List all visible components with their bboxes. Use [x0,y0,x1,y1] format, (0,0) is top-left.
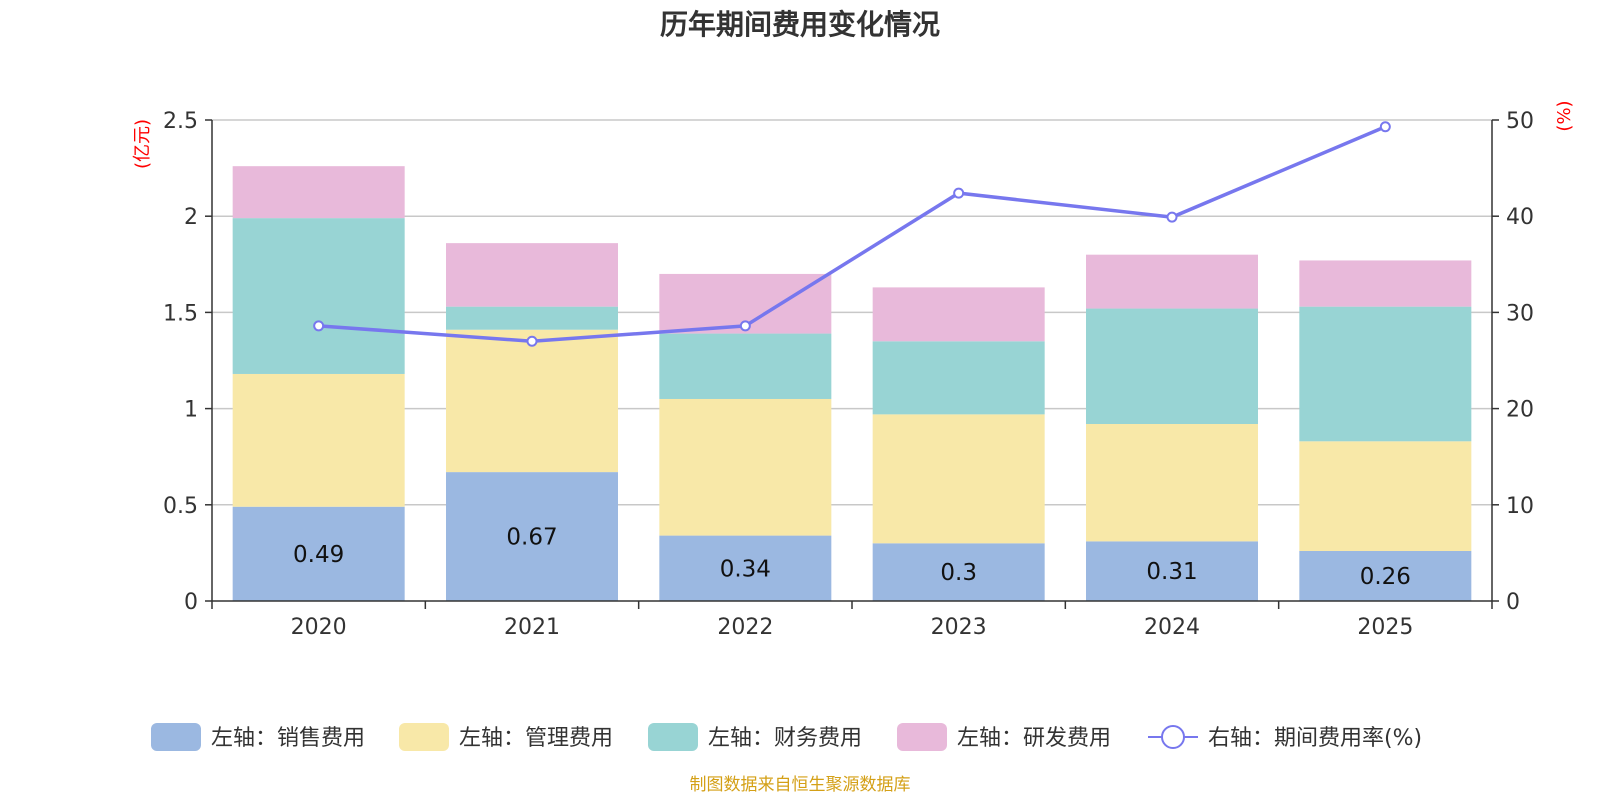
rate-point [313,320,325,332]
bar-segment [1299,260,1472,307]
bar-segment [446,306,618,330]
grid-lines [212,119,1492,506]
x-tick-label: 2025 [1357,615,1413,640]
data-labels: 0.49 0.67 0.34 0.3 0.31 0.26 [293,525,1411,590]
y-left-tick-label: 2.5 [163,109,198,134]
bar-segment [872,543,1045,601]
bar-segment [659,398,832,536]
bars [232,166,1472,601]
legend-label: 右轴：期间费用率(%) [1208,726,1422,751]
chart-title: 历年期间费用变化情况 [660,8,940,41]
axes: 0 0.5 1 1.5 2 2.5 0 10 20 30 40 50 2020 2021 2022 2023 2… [163,109,1534,640]
bar-data-label: 0.34 [720,556,771,582]
legend-swatch [648,723,698,751]
x-tick-label: 2022 [717,615,773,640]
rate-line-path [318,125,1387,344]
bar-segment [872,414,1045,544]
y-right-tick-label: 30 [1506,301,1534,326]
y-left-tick-label: 1.5 [163,301,198,326]
legend-swatch [151,723,201,751]
source-note: 制图数据来自恒生聚源数据库 [690,775,911,795]
rate-point [526,335,538,347]
bar-segment [1086,308,1258,424]
rate-point [953,187,965,199]
y-left-tick-label: 2 [184,205,198,230]
y-right-tick-label: 50 [1506,109,1534,134]
bar-segment [232,373,405,507]
y-left-tick-label: 0.5 [163,494,198,519]
y-left-tick-label: 0 [184,590,198,615]
bar-segment [1299,441,1472,551]
rate-point [1166,211,1178,223]
y-left-tick-label: 1 [184,398,198,423]
y-right-tick-label: 10 [1506,494,1534,519]
bar-data-label: 0.26 [1360,564,1411,590]
y-right-tick-label: 20 [1506,398,1534,423]
bar-segment [872,287,1045,342]
x-tick-label: 2021 [504,615,560,640]
bar-segment [659,333,832,399]
legend-swatch [399,723,449,751]
bar-segment [446,329,618,473]
bar-segment [1086,423,1258,542]
legend-label: 左轴：销售费用 [211,726,365,751]
legend-marker [1161,725,1185,749]
bar-segment [872,341,1045,415]
bar-segment [446,472,618,601]
legend-swatch [897,723,947,751]
bar-data-label: 0.67 [506,525,557,551]
bar-segment [1086,541,1258,601]
x-tick-label: 2020 [291,615,347,640]
y-right-tick-label: 40 [1506,205,1534,230]
y-right-axis-label: (%) [1554,100,1575,131]
bar-segment [659,535,832,601]
bar-segment [232,218,405,374]
x-tick-label: 2024 [1144,615,1200,640]
rate-point [1379,121,1391,133]
bar-segment [446,243,618,307]
legend-label: 左轴：研发费用 [957,726,1111,751]
bar-segment [232,166,405,219]
bar-data-label: 0.49 [293,542,344,568]
bar-segment [1299,550,1472,601]
bar-segment [1299,306,1472,442]
bar-segment [1086,254,1258,309]
x-tick-label: 2023 [931,615,987,640]
y-left-axis-label: (亿元) [132,119,153,169]
legend-label: 左轴：管理费用 [459,726,613,751]
bar-data-label: 0.3 [940,560,977,586]
bar-segment [232,506,405,601]
rate-line [313,121,1391,347]
rate-point [739,320,751,332]
legend: 左轴：销售费用 左轴：管理费用 左轴：财务费用 左轴：研发费用 右轴：期间费用率(%) [151,723,1422,751]
bar-data-label: 0.31 [1146,559,1197,585]
y-right-tick-label: 0 [1506,590,1520,615]
legend-label: 左轴：财务费用 [708,726,862,751]
